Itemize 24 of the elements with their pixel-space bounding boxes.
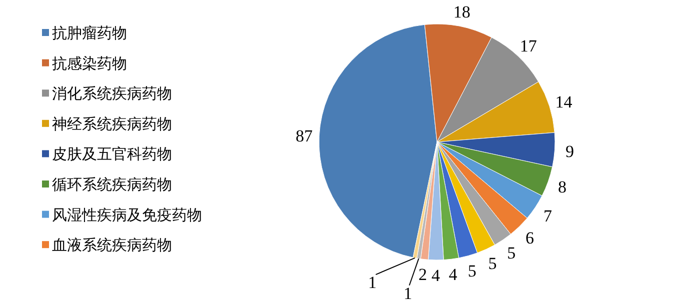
- data-label: 4: [448, 265, 458, 284]
- data-label: 14: [555, 92, 573, 112]
- data-label: 8: [558, 178, 567, 197]
- legend-label: 抗感染药物: [52, 54, 127, 72]
- data-label: 5: [507, 243, 516, 262]
- data-label: 17: [520, 36, 538, 56]
- data-label: 18: [453, 2, 470, 22]
- data-label: 7: [543, 206, 552, 226]
- data-label: 1: [368, 272, 377, 292]
- legend-label: 抗肿瘤药物: [52, 24, 127, 42]
- data-label: 9: [565, 142, 574, 161]
- data-label: 87: [296, 126, 314, 146]
- data-label: 5: [468, 261, 476, 280]
- legend-label: 神经系统疾病药物: [52, 114, 172, 133]
- data-label: 5: [488, 254, 497, 273]
- data-label: 1: [404, 284, 412, 304]
- data-label: 2: [418, 265, 428, 284]
- data-label: 6: [526, 228, 534, 248]
- data-label: 4: [432, 266, 441, 285]
- legend-label: 皮肤及五官科药物: [52, 145, 172, 164]
- legend-label: 循环系统疾病药物: [52, 176, 172, 194]
- legend-label: 血液系统疾病药物: [52, 236, 172, 254]
- legend-label: 消化系统疾病药物: [52, 84, 172, 103]
- legend-label: 风湿性疾病及免疫药物: [52, 206, 202, 224]
